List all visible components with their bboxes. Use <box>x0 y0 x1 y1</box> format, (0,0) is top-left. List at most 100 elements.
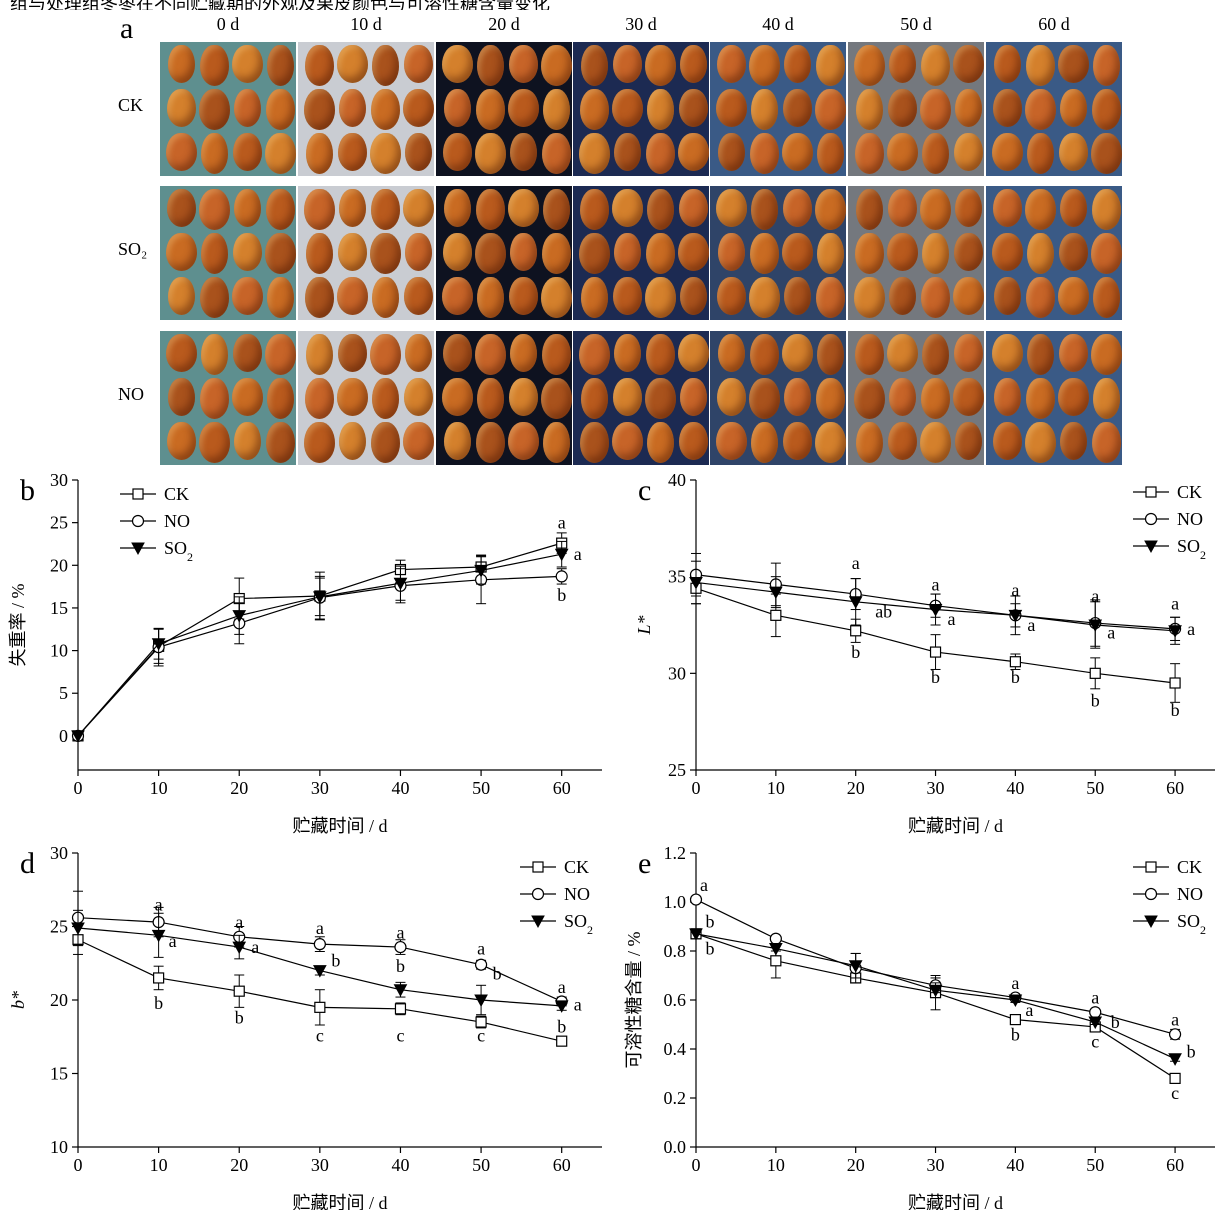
fruit <box>541 277 572 318</box>
x-tick-label: 40 <box>1006 1155 1024 1175</box>
fruit <box>476 89 505 130</box>
fruit <box>233 334 262 372</box>
triangle-marker <box>151 929 166 943</box>
fruit <box>1093 378 1120 419</box>
series-line <box>77 917 562 1003</box>
fruit <box>647 89 674 130</box>
chart-e: e 0 10 20 30 40 50 60 0.0 0.2 0.4 0.6 0.8 1.0 1.2 贮藏时间 … <box>624 843 1215 1210</box>
triangle-marker <box>393 984 408 997</box>
series-line <box>695 933 1176 1079</box>
fruit <box>338 133 367 171</box>
y-tick-label: 30 <box>668 663 686 683</box>
circle-marker <box>233 617 246 630</box>
square-marker <box>850 972 862 984</box>
fruit <box>888 422 917 460</box>
fruit <box>954 233 983 271</box>
circle-marker <box>394 579 407 592</box>
x-tick-label: 10 <box>767 778 785 798</box>
fruit <box>339 422 366 460</box>
fruit <box>477 45 504 86</box>
fruit <box>201 233 228 274</box>
circle-marker <box>689 568 703 581</box>
significance-letter: b <box>235 1008 244 1028</box>
triangle-marker <box>769 586 783 600</box>
x-tick-label: 0 <box>692 1155 701 1175</box>
fruit <box>646 334 675 375</box>
fruit <box>580 189 609 230</box>
fruit <box>201 334 228 375</box>
square-marker <box>1169 677 1181 689</box>
fruit <box>542 133 571 174</box>
circle-marker <box>152 641 165 654</box>
fruit-photo <box>298 42 434 176</box>
circle-marker <box>1089 616 1102 630</box>
fruit <box>510 133 537 171</box>
triangle-marker <box>554 1000 569 1013</box>
fruit <box>168 277 195 315</box>
fruit <box>1058 378 1089 416</box>
significance-letter: a <box>169 931 177 951</box>
day-label: 10 d <box>350 14 382 34</box>
triangle-marker <box>1168 1053 1182 1066</box>
legend-label: NO <box>1177 509 1203 529</box>
fruit <box>1058 45 1089 83</box>
day-label: 60 d <box>1038 14 1070 34</box>
series-line <box>695 933 1176 1060</box>
significance-letter: b <box>1011 667 1020 687</box>
fruit <box>614 334 641 372</box>
fruit <box>953 277 984 315</box>
fruit-photo <box>298 186 434 320</box>
fruit <box>580 89 609 130</box>
square-marker <box>690 928 702 940</box>
fruit <box>816 45 845 86</box>
fruit <box>372 277 399 318</box>
fruit <box>338 233 367 271</box>
fruit <box>581 378 608 419</box>
triangle-marker <box>151 638 166 651</box>
square-marker <box>556 537 568 549</box>
fruit-photo <box>710 42 846 176</box>
fruit <box>817 233 844 274</box>
series-square <box>72 924 568 1047</box>
fruit <box>784 277 811 315</box>
series-circle <box>689 893 1182 1041</box>
fruit <box>994 45 1021 83</box>
fruit <box>233 133 262 171</box>
square-marker <box>314 1001 326 1013</box>
fruit <box>994 277 1021 315</box>
significance-letter: c <box>1171 1083 1179 1103</box>
fruit <box>855 133 884 174</box>
fruit <box>954 334 983 372</box>
fruit <box>716 89 747 127</box>
series-square <box>72 532 568 742</box>
y-tick-label: 25 <box>668 760 686 780</box>
fruit <box>1093 45 1120 86</box>
significance-letter: b <box>1187 1041 1196 1061</box>
fruit <box>168 378 195 416</box>
fruit <box>543 422 570 463</box>
fruit-photo <box>848 186 984 320</box>
fruit <box>612 89 643 127</box>
fruit <box>749 378 780 419</box>
fruit <box>717 378 746 416</box>
fruit <box>266 189 295 230</box>
series-triangle <box>689 928 1182 1066</box>
square-marker <box>132 488 144 500</box>
square-marker <box>233 985 245 997</box>
fruit <box>477 378 504 419</box>
fruit <box>306 334 333 375</box>
fruit <box>265 334 296 375</box>
circle-marker <box>531 887 545 901</box>
circle-marker <box>769 578 782 591</box>
fruit <box>921 378 950 419</box>
fruit <box>444 422 471 460</box>
legend-label: CK <box>164 484 189 504</box>
fruit <box>993 189 1022 227</box>
significance-letter: a <box>155 894 163 914</box>
significance-letter: c <box>1091 1032 1099 1052</box>
fruit <box>718 334 745 372</box>
fruit <box>405 133 432 171</box>
fruit <box>887 334 918 372</box>
fruit <box>855 334 884 375</box>
x-tick-label: 60 <box>1166 778 1184 798</box>
